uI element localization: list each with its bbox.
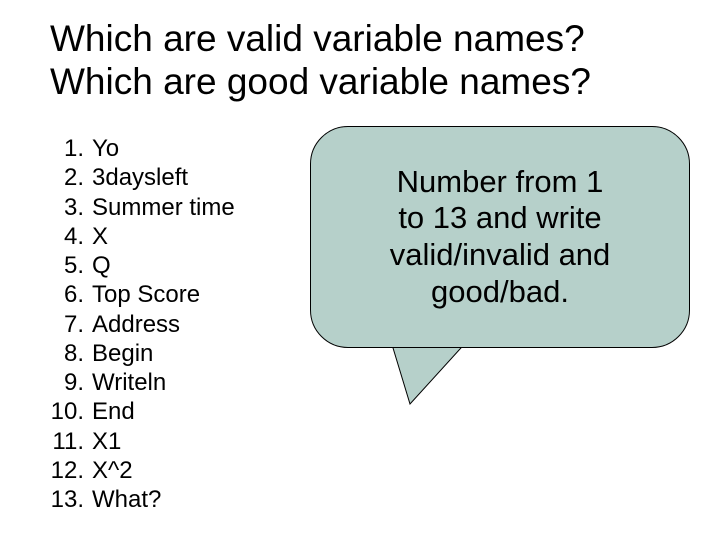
list-text: Address — [92, 310, 180, 339]
list-item: 12. X^2 — [40, 456, 235, 485]
list-text: What? — [92, 485, 161, 514]
list-item: 13. What? — [40, 485, 235, 514]
list-text: Top Score — [92, 280, 200, 309]
list-text: Q — [92, 251, 111, 280]
list-number: 9. — [40, 368, 92, 397]
list-text: End — [92, 397, 135, 426]
list-item: 6. Top Score — [40, 280, 235, 309]
list-item: 4. X — [40, 222, 235, 251]
slide-title: Which are valid variable names? Which ar… — [50, 18, 690, 103]
list-item: 7. Address — [40, 310, 235, 339]
list-number: 1. — [40, 134, 92, 163]
list-text: Summer time — [92, 193, 235, 222]
list-item: 3. Summer time — [40, 193, 235, 222]
list-number: 7. — [40, 310, 92, 339]
list-item: 9. Writeln — [40, 368, 235, 397]
list-number: 3. — [40, 193, 92, 222]
list-number: 11. — [40, 427, 92, 456]
list-number: 2. — [40, 163, 92, 192]
instruction-text: Number from 1 to 13 and write valid/inva… — [390, 164, 611, 310]
list-number: 13. — [40, 485, 92, 514]
list-item: 10. End — [40, 397, 235, 426]
speech-bubble: Number from 1 to 13 and write valid/inva… — [310, 126, 690, 348]
variable-list: 1. Yo 2. 3daysleft 3. Summer time 4. X 5… — [40, 134, 235, 514]
list-item: 1. Yo — [40, 134, 235, 163]
list-item: 11. X1 — [40, 427, 235, 456]
list-text: X1 — [92, 427, 121, 456]
list-item: 8. Begin — [40, 339, 235, 368]
list-number: 8. — [40, 339, 92, 368]
list-text: Begin — [92, 339, 153, 368]
list-number: 12. — [40, 456, 92, 485]
list-text: X^2 — [92, 456, 133, 485]
list-item: 2. 3daysleft — [40, 163, 235, 192]
list-number: 5. — [40, 251, 92, 280]
list-number: 10. — [40, 397, 92, 426]
list-text: X — [92, 222, 108, 251]
list-number: 4. — [40, 222, 92, 251]
slide: Which are valid variable names? Which ar… — [0, 0, 720, 540]
list-item: 5. Q — [40, 251, 235, 280]
instruction-callout: Number from 1 to 13 and write valid/inva… — [310, 126, 690, 410]
list-number: 6. — [40, 280, 92, 309]
list-text: Writeln — [92, 368, 166, 397]
list-text: 3daysleft — [92, 163, 188, 192]
list-text: Yo — [92, 134, 119, 163]
